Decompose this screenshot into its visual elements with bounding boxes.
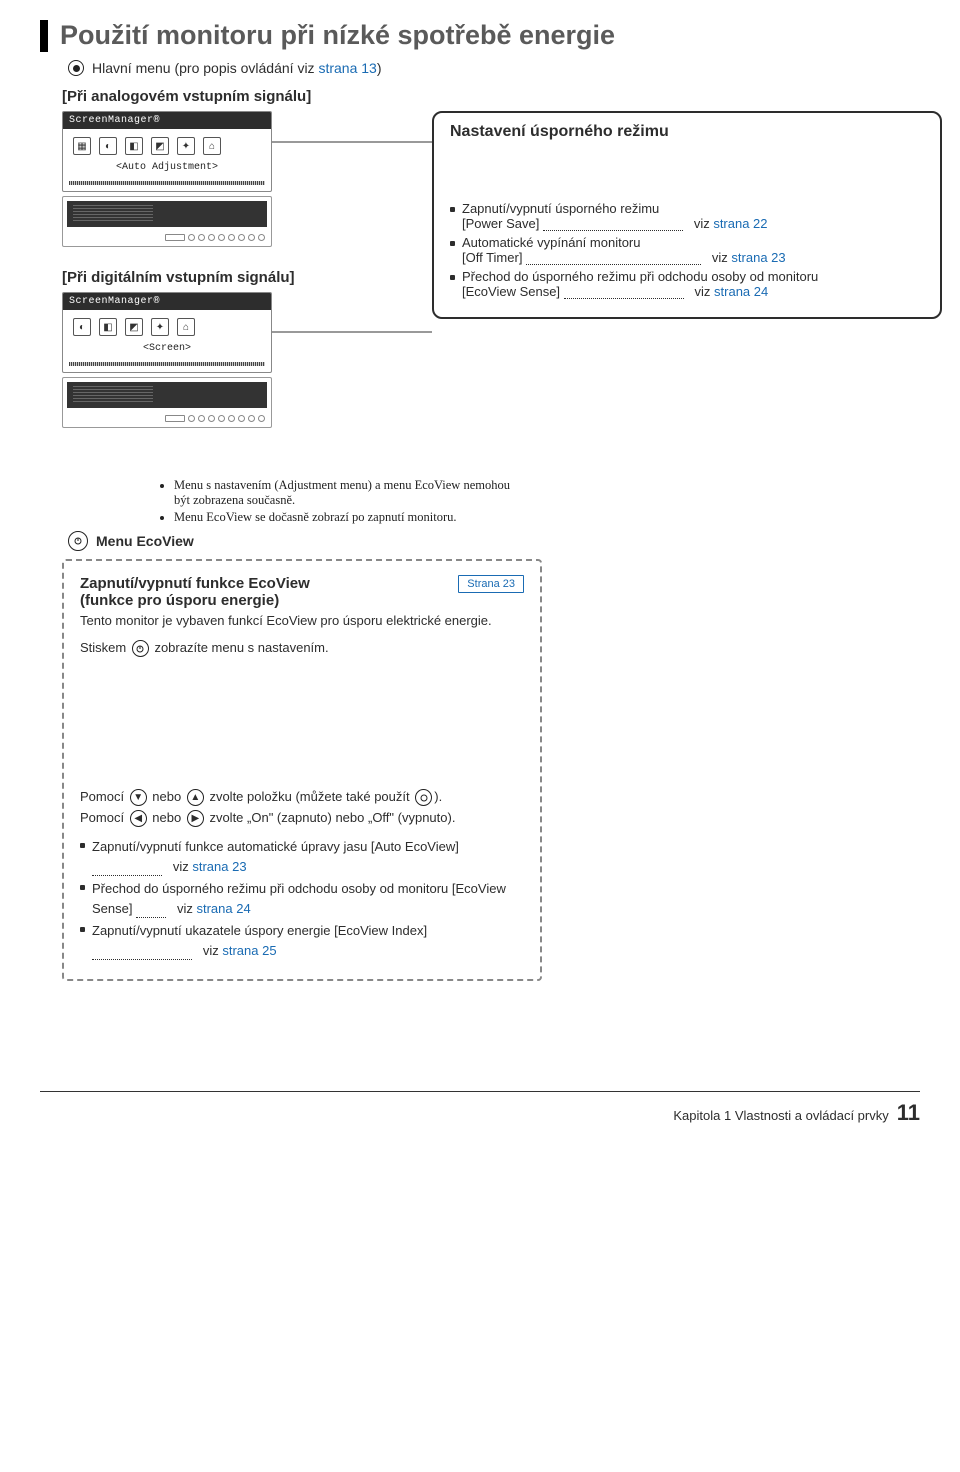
settings-list: Zapnutí/vypnutí úsporného režimu [Power … (450, 201, 924, 299)
ecoview-dashed-box: Zapnutí/vypnutí funkce EcoView (funkce p… (62, 559, 542, 981)
square-bullet-icon (450, 207, 455, 212)
ecoview-box-title-2: (funkce pro úsporu energie) (80, 592, 279, 609)
ecoview-button-icon (68, 531, 88, 551)
monitor-device-icon (62, 377, 272, 428)
ecoview-refs-list: Zapnutí/vypnutí funkce automatické úprav… (80, 837, 524, 960)
right-arrow-icon: ▶ (187, 810, 204, 827)
screen-header: ScreenManager® (63, 293, 271, 310)
link-strana-23b[interactable]: strana 23 (192, 859, 246, 874)
main-menu-suffix: ) (377, 60, 382, 76)
square-bullet-icon (80, 843, 85, 848)
ref-prefix: viz (177, 901, 197, 916)
menu-icon: ◐ (99, 137, 117, 155)
page-title: Použití monitoru při nízké spotřebě ener… (60, 20, 615, 51)
press-instruction: Stiskem zobrazíte menu s nastavením. (80, 640, 524, 657)
link-strana-25[interactable]: strana 25 (222, 943, 276, 958)
up-arrow-icon: ▲ (187, 789, 204, 806)
square-bullet-icon (80, 885, 85, 890)
page-badge-strana-23[interactable]: Strana 23 (458, 575, 524, 593)
menu-icon: ◩ (125, 318, 143, 336)
footer-page-number: 11 (897, 1100, 920, 1126)
ref-prefix: viz (694, 216, 714, 231)
down-arrow-icon: ▼ (130, 789, 147, 806)
screen-header: ScreenManager® (63, 112, 271, 129)
ecoview-box-title-1: Zapnutí/vypnutí funkce EcoView (80, 575, 310, 592)
screen-digital-menu: ScreenManager® ◐ ◧ ◩ ✦ ⌂ <Screen> (62, 292, 272, 373)
ecoview-button-icon (132, 640, 149, 657)
nav-text: Pomocí (80, 810, 128, 825)
link-strana-24[interactable]: strana 24 (714, 284, 768, 299)
screen-label: <Screen> (63, 340, 271, 362)
menu-icon: ◧ (125, 137, 143, 155)
screen-label: <Auto Adjustment> (63, 159, 271, 181)
monitor-device-icon (62, 196, 272, 247)
menu-icon: ▦ (73, 137, 91, 155)
menu-icon: ◧ (99, 318, 117, 336)
ecoview-button-icon (415, 789, 432, 806)
ref-prefix: viz (712, 250, 732, 265)
square-bullet-icon (450, 241, 455, 246)
ref-item-text: Zapnutí/vypnutí funkce automatické úprav… (92, 839, 459, 854)
square-bullet-icon (450, 275, 455, 280)
link-strana-13[interactable]: strana 13 (318, 60, 376, 76)
screen-analog-menu: ScreenManager® ▦ ◐ ◧ ◩ ✦ ⌂ <Auto Adjustm… (62, 111, 272, 192)
settings-box-title: Nastavení úsporného režimu (450, 123, 924, 141)
left-arrow-icon: ◀ (130, 810, 147, 827)
menu-icon: ⌂ (203, 137, 221, 155)
ecoview-box-desc: Tento monitor je vybaven funkcí EcoView … (80, 613, 524, 628)
menu-icon: ◐ (73, 318, 91, 336)
nav-text: ). (434, 789, 442, 804)
nav-instruction-2: Pomocí ◀ nebo ▶ zvolte „On" (zapnuto) ne… (80, 810, 524, 827)
screens-diagram: Nastavení úsporného režimu Zapnutí/vypnu… (62, 111, 920, 458)
nav-text: nebo (149, 789, 185, 804)
main-menu-note: Hlavní menu (pro popis ovládání viz stra… (68, 60, 920, 76)
nav-text: zvolte „On" (zapnuto) nebo „Off" (vypnut… (206, 810, 456, 825)
nav-text: nebo (149, 810, 185, 825)
bullet-dot-icon (68, 60, 84, 76)
link-strana-23[interactable]: strana 23 (731, 250, 785, 265)
title-accent-bar (40, 20, 48, 52)
settings-item-bracket: [Power Save] (462, 216, 539, 231)
menu-ecoview-label: Menu EcoView (96, 533, 194, 549)
menu-icon: ⌂ (177, 318, 195, 336)
menu-ecoview-row: Menu EcoView (68, 531, 920, 551)
ref-item-text: Zapnutí/vypnutí ukazatele úspory energie… (92, 923, 427, 938)
settings-box: Nastavení úsporného režimu Zapnutí/vypnu… (432, 111, 942, 319)
page-title-row: Použití monitoru při nízké spotřebě ener… (40, 20, 920, 52)
menu-icon: ✦ (177, 137, 195, 155)
settings-item-text: Zapnutí/vypnutí úsporného režimu (462, 201, 659, 216)
settings-item-text: Automatické vypínání monitoru (462, 235, 640, 250)
main-menu-prefix: Hlavní menu (pro popis ovládání viz (92, 60, 318, 76)
menu-icon: ✦ (151, 318, 169, 336)
ref-prefix: viz (203, 943, 223, 958)
ecoview-notes: Menu s nastavením (Adjustment menu) a me… (160, 478, 520, 525)
ref-item-text: Přechod do úsporného režimu při odchodu … (92, 881, 506, 916)
eco-note-item: Menu s nastavením (Adjustment menu) a me… (174, 478, 520, 508)
settings-item-bracket: [Off Timer] (462, 250, 522, 265)
link-strana-24b[interactable]: strana 24 (196, 901, 250, 916)
nav-text: zvolte položku (můžete také použít (206, 789, 413, 804)
square-bullet-icon (80, 927, 85, 932)
footer-chapter: Kapitola 1 Vlastnosti a ovládací prvky (673, 1108, 888, 1123)
menu-icon: ◩ (151, 137, 169, 155)
settings-item-text: Přechod do úsporného režimu při odchodu … (462, 269, 818, 284)
press-prefix: Stiskem (80, 640, 130, 655)
nav-text: Pomocí (80, 789, 128, 804)
press-suffix: zobrazíte menu s nastavením. (151, 640, 329, 655)
connector-line (272, 331, 432, 333)
analog-signal-label: [Při analogovém vstupním signálu] (62, 88, 920, 105)
eco-note-item: Menu EcoView se dočasně zobrazí po zapnu… (174, 510, 520, 525)
ref-prefix: viz (695, 284, 715, 299)
nav-instruction-1: Pomocí ▼ nebo ▲ zvolte položku (můžete t… (80, 789, 524, 806)
ref-prefix: viz (173, 859, 193, 874)
page-footer: Kapitola 1 Vlastnosti a ovládací prvky 1… (40, 1091, 920, 1126)
connector-line (272, 141, 432, 143)
settings-item-bracket: [EcoView Sense] (462, 284, 560, 299)
link-strana-22[interactable]: strana 22 (713, 216, 767, 231)
